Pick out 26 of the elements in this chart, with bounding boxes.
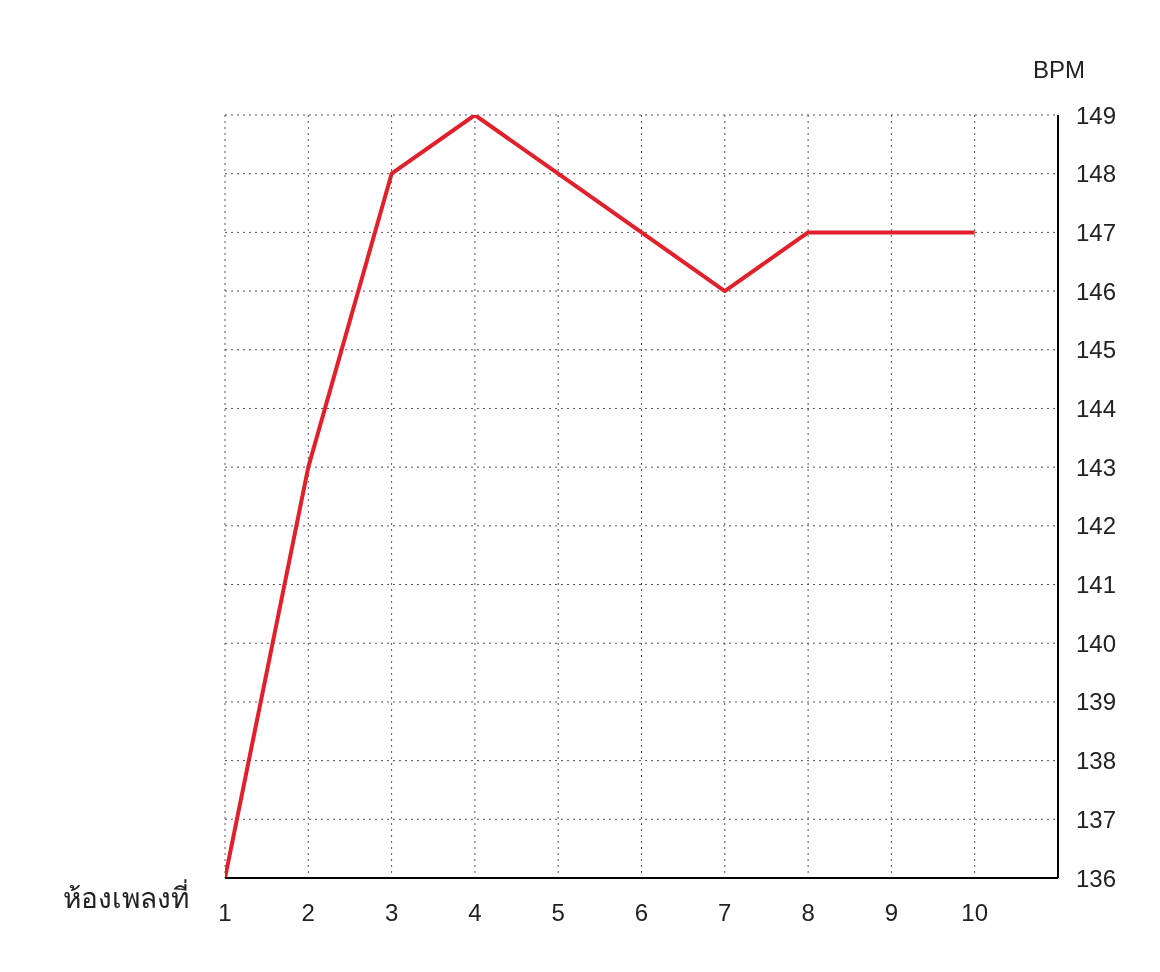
- x-tick-label: 2: [301, 899, 315, 927]
- x-tick-label: 9: [884, 899, 899, 927]
- y-tick-label: 149: [1076, 101, 1117, 129]
- x-tick-label: 6: [634, 899, 649, 927]
- x-tick-label: 10: [961, 899, 989, 927]
- y-tick-label: 143: [1076, 453, 1117, 481]
- y-tick-label: 145: [1076, 336, 1117, 364]
- y-axis-title: BPM: [1033, 56, 1086, 84]
- y-tick-label: 147: [1076, 218, 1117, 246]
- x-tick-label: 7: [718, 899, 732, 927]
- y-tick-label: 138: [1076, 747, 1117, 775]
- x-tick-label: 8: [801, 899, 815, 927]
- y-tick-label: 136: [1076, 864, 1117, 892]
- y-tick-label: 148: [1076, 160, 1117, 188]
- y-tick-label: 146: [1076, 277, 1117, 305]
- x-tick-label: 1: [218, 899, 232, 927]
- y-tick-label: 142: [1076, 512, 1117, 540]
- y-tick-label: 137: [1076, 805, 1117, 833]
- x-tick-label: 5: [551, 899, 565, 927]
- x-tick-label: 4: [468, 899, 482, 927]
- y-tick-label: 140: [1076, 629, 1117, 657]
- y-tick-label: 139: [1076, 688, 1117, 716]
- x-axis-title: ห้องเพลงที่: [63, 878, 189, 916]
- y-tick-label: 144: [1076, 394, 1117, 422]
- x-tick-label: 3: [384, 899, 399, 927]
- y-tick-label: 141: [1076, 571, 1117, 599]
